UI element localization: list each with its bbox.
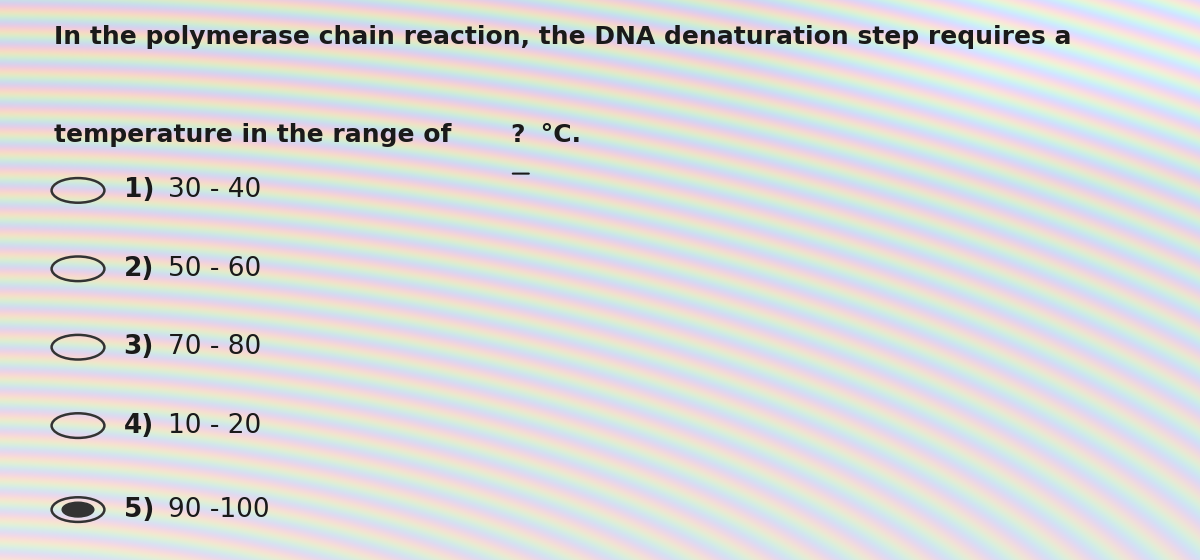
Text: ?: ? — [510, 123, 524, 147]
Text: In the polymerase chain reaction, the DNA denaturation step requires a: In the polymerase chain reaction, the DN… — [54, 25, 1072, 49]
Text: 3): 3) — [124, 334, 154, 360]
Text: 10 - 20: 10 - 20 — [168, 413, 262, 438]
Text: 70 - 80: 70 - 80 — [168, 334, 262, 360]
Circle shape — [62, 502, 94, 517]
Text: 50 - 60: 50 - 60 — [168, 256, 262, 282]
Text: 30 - 40: 30 - 40 — [168, 178, 262, 203]
Text: 90 -100: 90 -100 — [168, 497, 270, 522]
Text: 1): 1) — [124, 178, 154, 203]
Text: temperature in the range of: temperature in the range of — [54, 123, 460, 147]
Text: 2): 2) — [124, 256, 154, 282]
Text: 5): 5) — [124, 497, 154, 522]
Text: 4): 4) — [124, 413, 154, 438]
Text: °C.: °C. — [532, 123, 581, 147]
